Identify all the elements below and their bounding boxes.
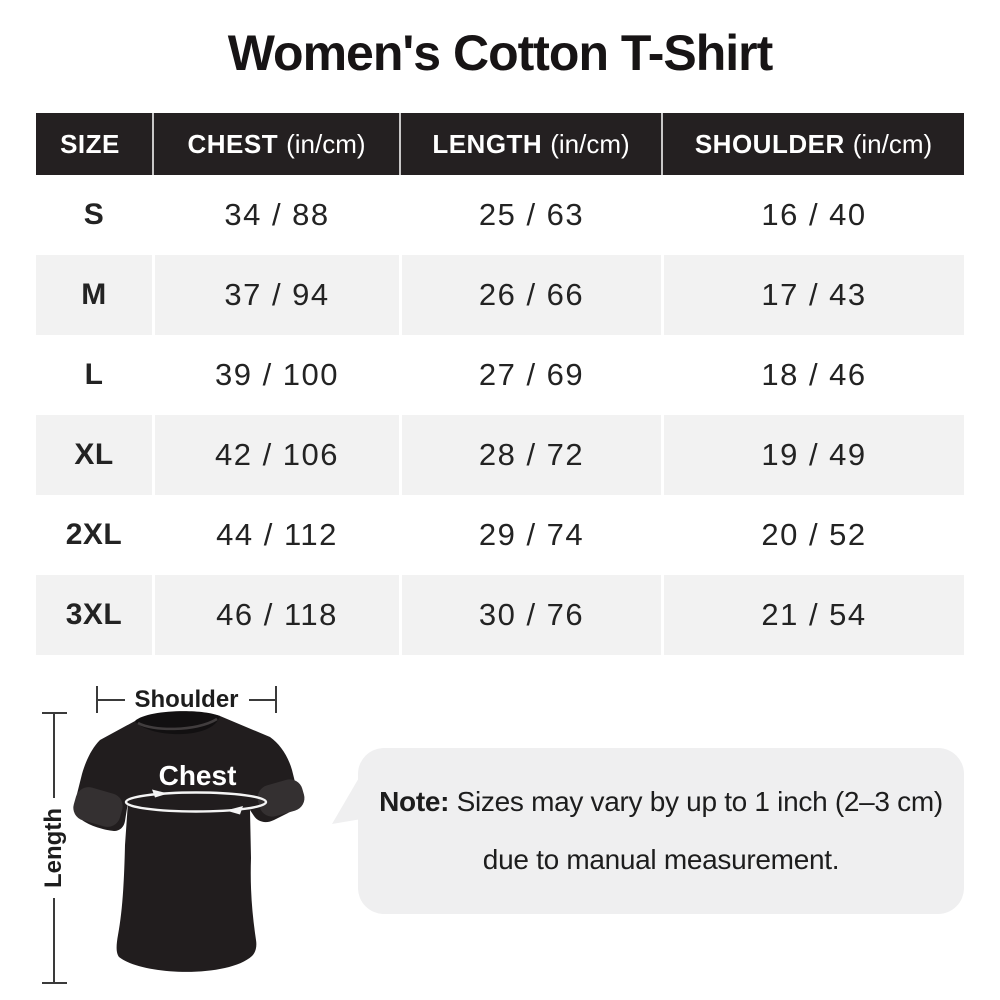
note-line-1: Note: Sizes may vary by up to 1 inch (2–…: [379, 786, 943, 818]
size-cell: XL: [74, 438, 114, 471]
measure-tick: [96, 686, 98, 713]
table-header: SIZE CHEST (in/cm) LENGTH (in/cm) SHOULDER…: [36, 113, 964, 175]
size-cell: M: [81, 278, 107, 311]
chest-measure-ellipse: [124, 791, 268, 813]
size-cell: L: [84, 358, 104, 391]
header-row: SIZE CHEST (in/cm) LENGTH (in/cm) SHOULDER…: [36, 113, 964, 175]
size-cell: S: [83, 198, 105, 231]
table-row: XL 42 / 106 28 / 72 19 / 49: [36, 415, 964, 495]
table-row: L 39 / 100 27 / 69 18 / 46: [36, 335, 964, 415]
left-cuff: [73, 787, 123, 827]
size-cell: 3XL: [65, 598, 123, 631]
measure-segment: [98, 698, 125, 701]
collar-rib: [137, 717, 218, 731]
chest-cell: 42 / 106: [152, 415, 399, 495]
measure-segment: [53, 898, 55, 983]
length-cell: 28 / 72: [399, 415, 661, 495]
length-cell: 29 / 74: [399, 495, 661, 575]
arrowhead-icon: [226, 806, 243, 815]
shoulder-measure-line: Shoulder: [96, 685, 278, 713]
shoulder-cell: 18 / 46: [661, 335, 964, 415]
column-header-shoulder: SHOULDER (in/cm): [661, 113, 964, 175]
page-title: Women's Cotton T-Shirt: [227, 25, 773, 81]
chest-cell: 46 / 118: [152, 575, 399, 655]
column-unit: (in/cm): [852, 128, 933, 159]
chest-cell: 34 / 88: [152, 175, 399, 255]
measure-tick: [275, 686, 278, 713]
column-header-size: SIZE: [36, 113, 152, 175]
note-bubble: Note: Sizes may vary by up to 1 inch (2–…: [332, 748, 964, 914]
size-cell: 2XL: [65, 518, 123, 551]
length-cell: 26 / 66: [399, 255, 661, 335]
column-label: SHOULDER: [694, 128, 845, 159]
note-line-2: due to manual measurement.: [482, 844, 840, 875]
column-label: LENGTH: [432, 128, 543, 159]
shoulder-cell: 16 / 40: [661, 175, 964, 255]
measure-segment: [53, 714, 55, 799]
shoulder-cell: 21 / 54: [661, 575, 964, 655]
measure-tick: [41, 712, 67, 714]
length-label: Length: [40, 808, 67, 888]
chest-cell: 39 / 100: [152, 335, 399, 415]
tshirt-image: [73, 711, 305, 972]
column-label: CHEST: [187, 128, 279, 159]
column-unit: (in/cm): [286, 128, 366, 159]
shoulder-cell: 20 / 52: [661, 495, 964, 575]
speech-tail-icon: [332, 776, 360, 824]
length-measure-line: Length: [40, 712, 67, 985]
note-text: Sizes may vary by up to 1 inch (2–3 cm): [456, 786, 944, 817]
table-row: 2XL 44 / 112 29 / 74 20 / 52: [36, 495, 964, 575]
column-header-length: LENGTH (in/cm): [399, 113, 661, 175]
chest-cell: 44 / 112: [152, 495, 399, 575]
table-row: 3XL 46 / 118 30 / 76 21 / 54: [36, 575, 964, 655]
shoulder-cell: 17 / 43: [661, 255, 964, 335]
chest-cell: 37 / 94: [152, 255, 399, 335]
table-row: S 34 / 88 25 / 63 16 / 40: [36, 175, 964, 255]
length-cell: 30 / 76: [399, 575, 661, 655]
shoulder-cell: 19 / 49: [661, 415, 964, 495]
size-chart-table: SIZE CHEST (in/cm) LENGTH (in/cm) SHOULDER…: [36, 113, 964, 655]
right-cuff: [257, 779, 305, 817]
table-body: S 34 / 88 25 / 63 16 / 40 M 37 / 94 26 /…: [36, 175, 964, 655]
table-row: M 37 / 94 26 / 66 17 / 43: [36, 255, 964, 335]
shoulder-label: Shoulder: [134, 685, 239, 713]
measure-tick: [41, 982, 67, 985]
measure-segment: [248, 698, 276, 701]
column-label: SIZE: [60, 128, 120, 159]
length-cell: 25 / 63: [399, 175, 661, 255]
arrowhead-icon: [152, 789, 168, 798]
length-cell: 27 / 69: [399, 335, 661, 415]
column-unit: (in/cm): [550, 128, 630, 159]
note-label: Note:: [379, 786, 450, 817]
column-header-chest: CHEST (in/cm): [152, 113, 399, 175]
chest-label: Chest: [158, 760, 237, 791]
tshirt-body: [75, 713, 299, 972]
